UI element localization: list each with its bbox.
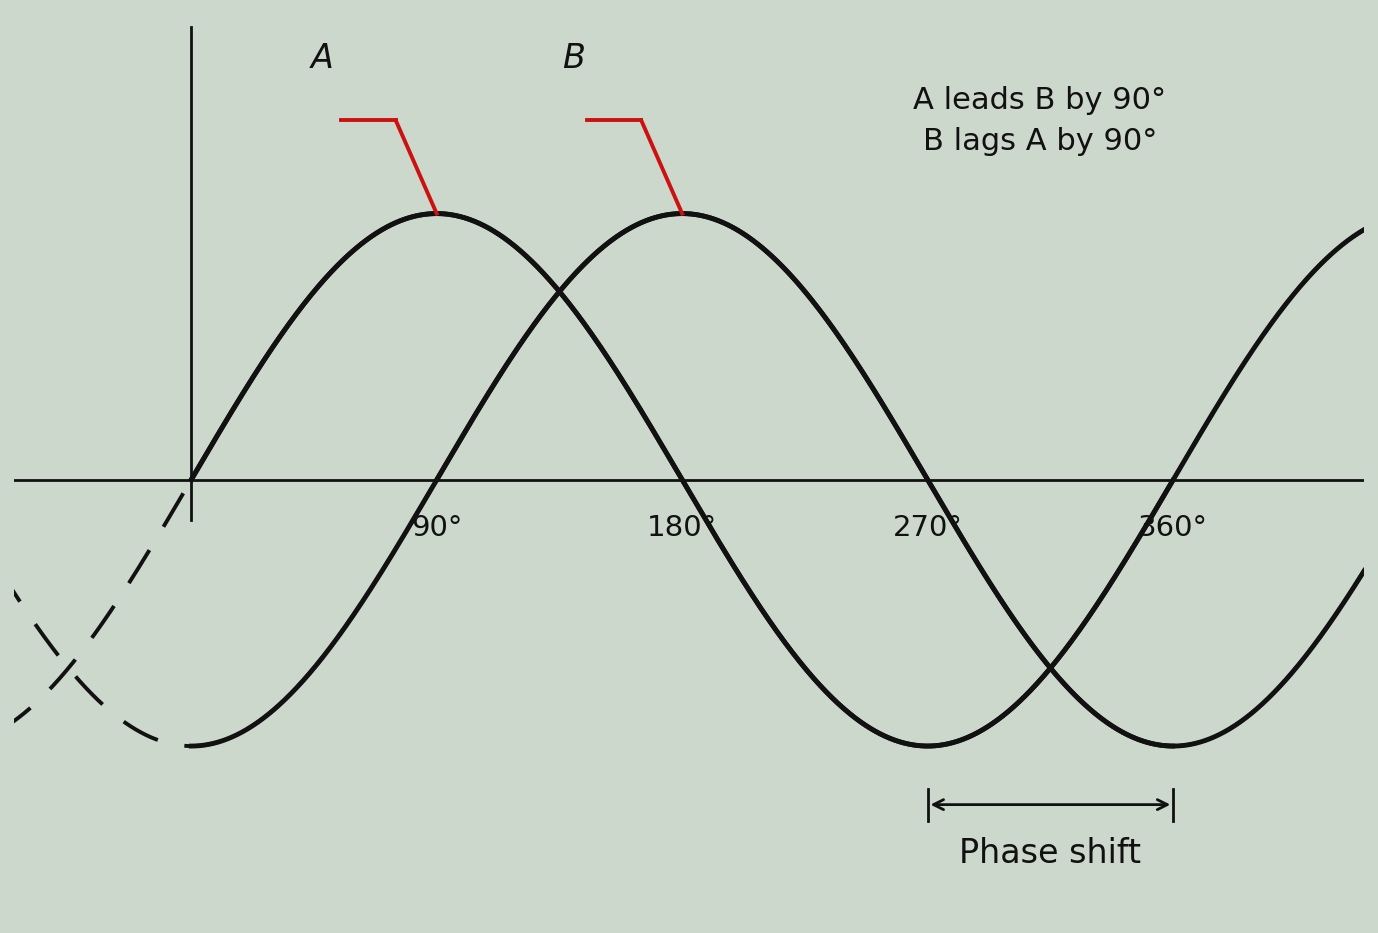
Text: 180°: 180° — [648, 514, 717, 542]
Text: 90°: 90° — [411, 514, 463, 542]
Text: 270°: 270° — [893, 514, 963, 542]
Text: A: A — [310, 42, 333, 76]
Text: A leads B by 90°
B lags A by 90°: A leads B by 90° B lags A by 90° — [914, 87, 1167, 156]
Text: 360°: 360° — [1138, 514, 1209, 542]
Text: B: B — [562, 42, 584, 76]
Text: Phase shift: Phase shift — [959, 837, 1141, 870]
